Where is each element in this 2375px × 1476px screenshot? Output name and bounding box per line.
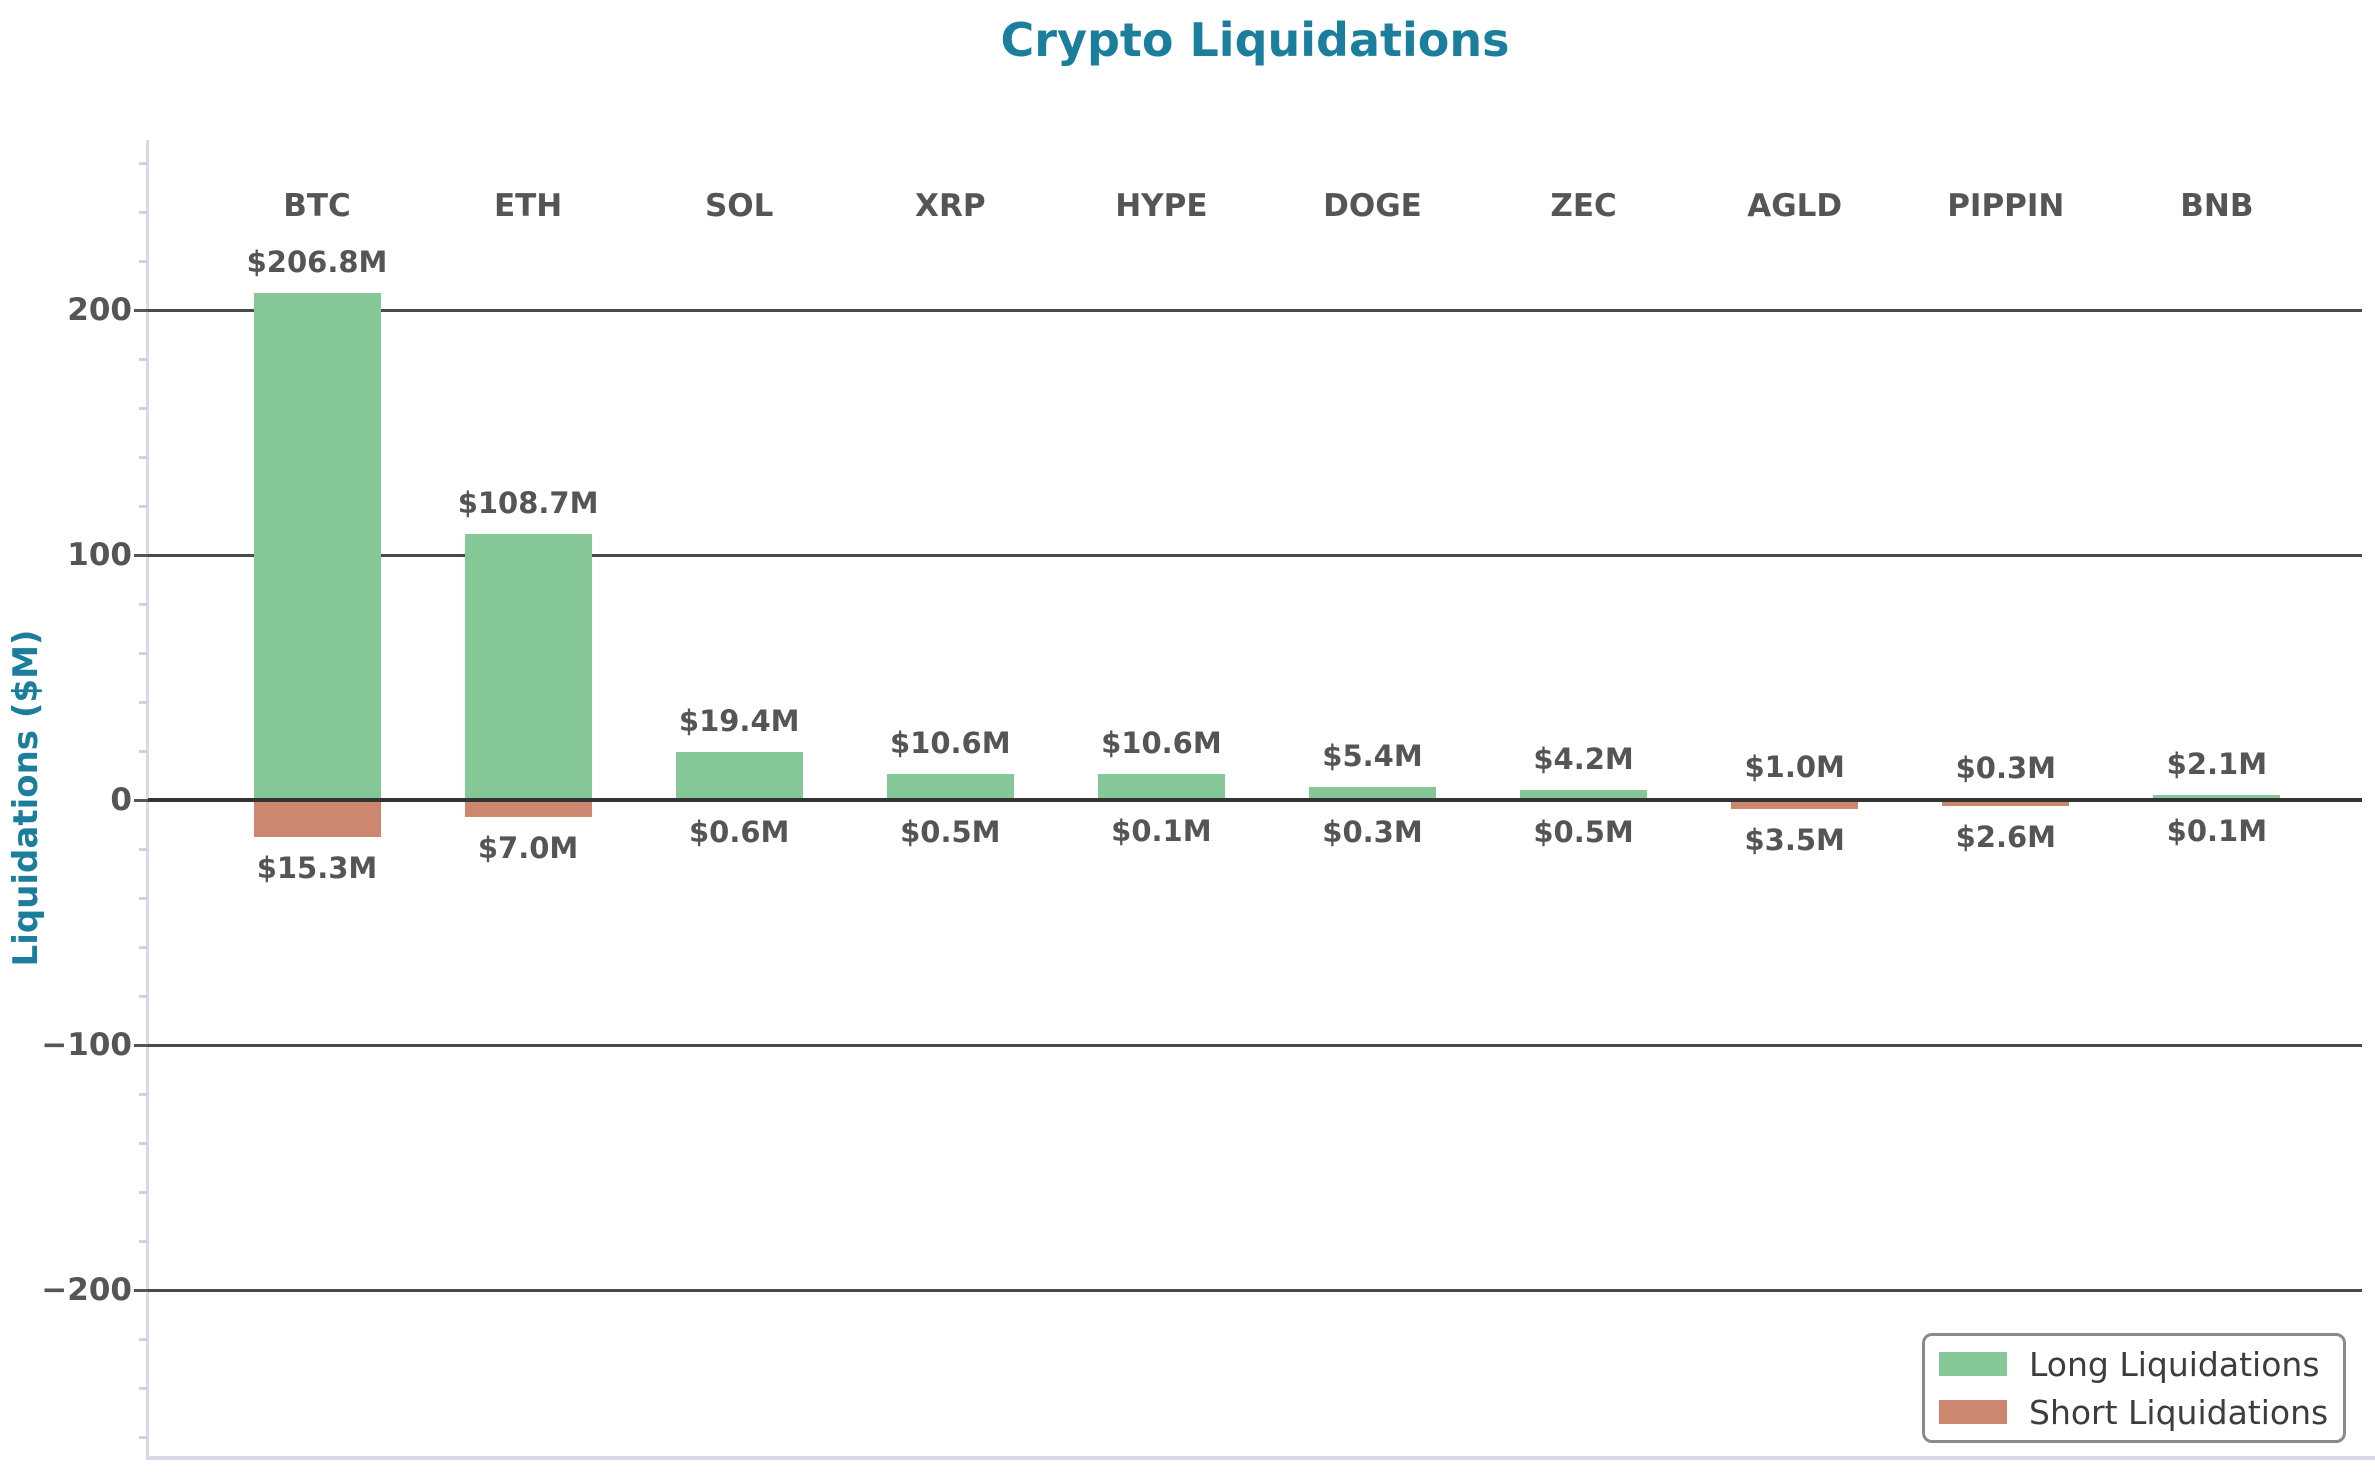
value-label-short-ZEC: $0.5M <box>1533 815 1634 850</box>
value-label-long-XRP: $10.6M <box>890 726 1011 761</box>
category-label-BTC: BTC <box>283 188 351 224</box>
value-label-long-BTC: $206.8M <box>246 245 388 280</box>
bar-short-ETH <box>464 800 592 818</box>
y-minor-tick <box>139 1190 148 1194</box>
value-label-long-SOL: $19.4M <box>678 704 800 739</box>
y-tick-label-−200: −200 <box>41 1272 132 1308</box>
y-minor-tick <box>139 896 148 900</box>
legend-swatch-icon <box>1939 1400 2007 1424</box>
value-label-short-DOGE: $0.3M <box>1322 814 1423 849</box>
zero-line <box>148 798 2362 802</box>
legend-swatch-icon <box>1939 1352 2007 1376</box>
value-label-short-SOL: $0.6M <box>688 815 790 850</box>
y-minor-tick <box>139 357 148 361</box>
y-minor-tick <box>139 1337 148 1341</box>
y-tick-label-−100: −100 <box>41 1027 132 1063</box>
category-label-HYPE: HYPE <box>1115 188 1208 224</box>
bar-long-ZEC <box>1520 789 1648 800</box>
y-minor-tick <box>139 945 148 949</box>
legend-item-short-liquidations: Short Liquidations <box>1939 1392 2343 1432</box>
y-minor-tick <box>139 259 148 263</box>
legend-label: Short Liquidations <box>2029 1392 2329 1432</box>
bar-short-PIPPIN <box>1942 800 2070 807</box>
y-minor-tick <box>139 1239 148 1243</box>
y-minor-tick <box>139 455 148 459</box>
y-minor-tick <box>139 1435 148 1439</box>
bar-long-SOL <box>675 752 803 800</box>
y-minor-tick <box>139 1141 148 1145</box>
gridline-200 <box>148 308 2362 312</box>
y-tick-label-200: 200 <box>67 292 132 328</box>
y-minor-tick <box>139 406 148 410</box>
value-label-long-PIPPIN: $0.3M <box>1955 751 2057 786</box>
bar-short-BTC <box>253 800 381 838</box>
y-major-tick <box>134 798 148 802</box>
chart-title: Crypto Liquidations <box>1000 13 1510 67</box>
legend-item-long-liquidations: Long Liquidations <box>1939 1344 2343 1384</box>
y-minor-tick <box>139 210 148 214</box>
y-major-tick <box>134 308 148 312</box>
legend: Long Liquidations Short Liquidations <box>1922 1333 2346 1443</box>
y-minor-tick <box>139 749 148 753</box>
gridline-−200 <box>148 1288 2362 1292</box>
bar-long-XRP <box>886 774 1014 800</box>
category-label-ZEC: ZEC <box>1550 188 1617 224</box>
y-minor-tick <box>139 994 148 998</box>
value-label-long-DOGE: $5.4M <box>1322 738 1423 773</box>
y-minor-tick <box>139 602 148 606</box>
category-label-PIPPIN: PIPPIN <box>1947 188 2065 224</box>
bar-long-BNB <box>2153 794 2281 800</box>
category-label-AGLD: AGLD <box>1747 188 1843 224</box>
y-minor-tick <box>139 651 148 655</box>
bar-long-ETH <box>464 533 592 800</box>
value-label-short-ETH: $7.0M <box>477 831 579 866</box>
value-label-long-BNB: $2.1M <box>2166 746 2268 781</box>
category-label-XRP: XRP <box>915 188 986 224</box>
category-label-ETH: ETH <box>493 188 563 224</box>
y-major-tick <box>134 1043 148 1047</box>
bar-long-DOGE <box>1309 786 1436 800</box>
gridline-100 <box>148 553 2362 557</box>
y-major-tick <box>134 1288 148 1292</box>
y-minor-tick <box>139 1386 148 1390</box>
x-axis-spine <box>146 1456 2375 1460</box>
y-axis-label: Liquidations ($M) <box>6 629 46 967</box>
y-minor-tick <box>139 700 148 704</box>
y-minor-tick <box>139 161 148 165</box>
legend-label: Long Liquidations <box>2029 1344 2320 1384</box>
value-label-short-BTC: $15.3M <box>256 851 378 886</box>
value-label-short-XRP: $0.5M <box>900 815 1001 850</box>
category-label-BNB: BNB <box>2180 188 2254 224</box>
value-label-long-ETH: $108.7M <box>457 485 599 520</box>
y-minor-tick <box>139 847 148 851</box>
value-label-long-HYPE: $10.6M <box>1101 726 1222 761</box>
bar-long-HYPE <box>1097 774 1225 800</box>
value-label-long-ZEC: $4.2M <box>1533 741 1634 776</box>
value-label-short-AGLD: $3.5M <box>1744 822 1845 857</box>
y-tick-label-100: 100 <box>67 537 132 573</box>
value-label-short-BNB: $0.1M <box>2166 814 2268 849</box>
value-label-long-AGLD: $1.0M <box>1744 749 1845 784</box>
y-minor-tick <box>139 1092 148 1096</box>
value-label-short-HYPE: $0.1M <box>1111 814 1212 849</box>
bar-long-BTC <box>253 293 381 800</box>
category-label-SOL: SOL <box>704 188 774 224</box>
gridline-−100 <box>148 1043 2362 1047</box>
category-label-DOGE: DOGE <box>1323 188 1422 224</box>
value-label-short-PIPPIN: $2.6M <box>1955 820 2057 855</box>
y-minor-tick <box>139 504 148 508</box>
y-tick-label-0: 0 <box>110 782 132 818</box>
bar-short-AGLD <box>1731 800 1859 809</box>
y-major-tick <box>134 553 148 557</box>
